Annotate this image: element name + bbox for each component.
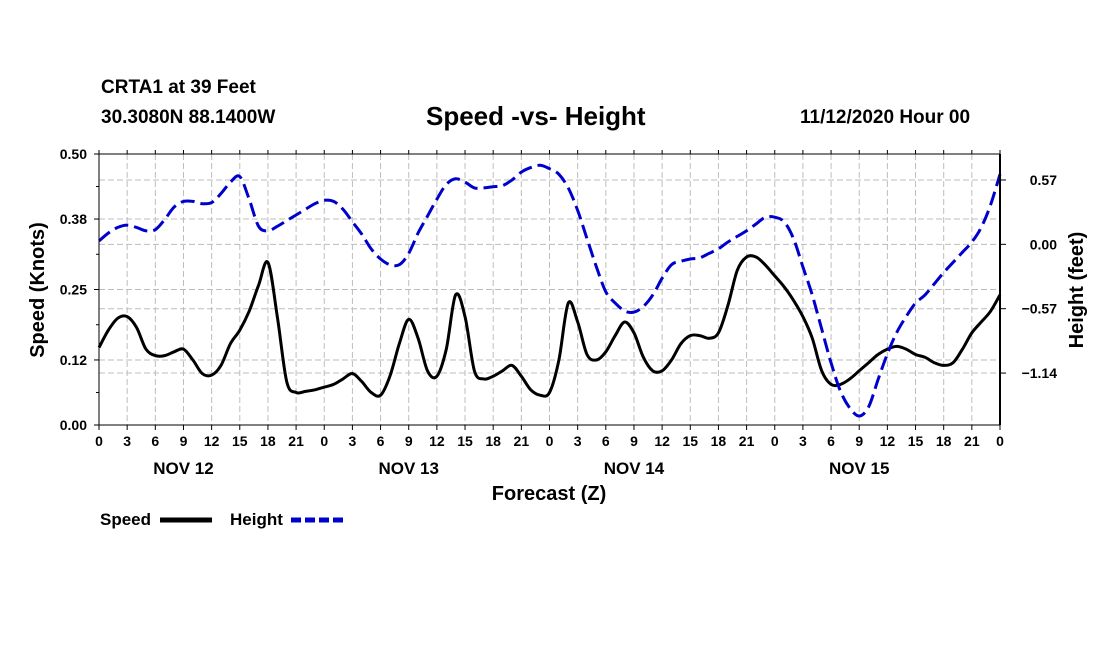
y-tick-label-left: 0.00 bbox=[60, 417, 87, 433]
x-day-label: NOV 13 bbox=[378, 459, 438, 478]
x-tick-label: 3 bbox=[349, 433, 357, 449]
x-tick-label: 9 bbox=[630, 433, 638, 449]
x-tick-label: 18 bbox=[936, 433, 952, 449]
x-day-label: NOV 15 bbox=[829, 459, 889, 478]
y-tick-label-left: 0.50 bbox=[60, 146, 87, 162]
speed-series-line bbox=[97, 254, 1002, 398]
x-tick-label: 6 bbox=[602, 433, 610, 449]
x-tick-label: 21 bbox=[739, 433, 755, 449]
x-axis-label: Forecast (Z) bbox=[492, 483, 606, 505]
axis-layer: 0 3 6 9 12 15 18 21 0 3 6 9 12 15 18 21 0 3 6 9 12 15 18 21 0 3 6 9… bbox=[60, 146, 1057, 478]
forecast-datetime: 11/12/2020 Hour 00 bbox=[800, 107, 971, 128]
legend-label-height: Height bbox=[230, 510, 283, 529]
chart-title: Speed -vs- Height bbox=[426, 101, 646, 131]
station-name: CRTA1 at 39 Feet bbox=[101, 77, 256, 98]
x-tick-label: 15 bbox=[232, 433, 248, 449]
x-tick-label: 3 bbox=[574, 433, 582, 449]
x-tick-label: 21 bbox=[964, 433, 980, 449]
x-tick-label: 0 bbox=[320, 433, 328, 449]
series-layer bbox=[97, 163, 1002, 418]
x-tick-label: 18 bbox=[260, 433, 276, 449]
x-tick-label: 6 bbox=[827, 433, 835, 449]
y-axis-label-left: Speed (Knots) bbox=[27, 222, 49, 358]
x-tick-label: 15 bbox=[908, 433, 924, 449]
x-tick-label: 12 bbox=[429, 433, 445, 449]
x-tick-label: 9 bbox=[180, 433, 188, 449]
grid-layer bbox=[99, 154, 1000, 425]
x-day-label: NOV 14 bbox=[604, 459, 665, 478]
x-tick-label: 0 bbox=[771, 433, 779, 449]
x-tick-label: 21 bbox=[288, 433, 304, 449]
x-tick-label: 3 bbox=[799, 433, 807, 449]
y-tick-label-right: 0.00 bbox=[1030, 236, 1057, 252]
x-tick-label: 0 bbox=[95, 433, 103, 449]
x-tick-label: 6 bbox=[151, 433, 159, 449]
height-series-line bbox=[98, 163, 1002, 418]
x-tick-label: 0 bbox=[546, 433, 554, 449]
x-tick-label: 12 bbox=[654, 433, 670, 449]
x-day-label: NOV 12 bbox=[153, 459, 213, 478]
y-tick-label-right: −0.57 bbox=[1022, 301, 1058, 317]
x-tick-label: 18 bbox=[485, 433, 501, 449]
y-axis-label-right: Height (feet) bbox=[1066, 232, 1088, 349]
legend-label-speed: Speed bbox=[100, 510, 151, 529]
station-coordinates: 30.3080N 88.1400W bbox=[101, 107, 276, 128]
x-tick-label: 12 bbox=[880, 433, 896, 449]
x-tick-label: 18 bbox=[711, 433, 727, 449]
x-tick-label: 6 bbox=[377, 433, 385, 449]
y-tick-label-left: 0.12 bbox=[60, 352, 87, 368]
y-tick-label-right: −1.14 bbox=[1022, 365, 1058, 381]
x-tick-label: 21 bbox=[514, 433, 530, 449]
x-tick-label: 3 bbox=[123, 433, 131, 449]
y-tick-label-right: 0.57 bbox=[1030, 172, 1057, 188]
y-tick-label-left: 0.25 bbox=[60, 282, 87, 298]
legend: Speed Height bbox=[100, 510, 343, 529]
y-tick-label-left: 0.38 bbox=[60, 211, 87, 227]
x-tick-label: 0 bbox=[996, 433, 1004, 449]
x-tick-label: 15 bbox=[682, 433, 698, 449]
x-tick-label: 9 bbox=[855, 433, 863, 449]
x-tick-label: 9 bbox=[405, 433, 413, 449]
x-tick-label: 12 bbox=[204, 433, 220, 449]
x-tick-label: 15 bbox=[457, 433, 473, 449]
